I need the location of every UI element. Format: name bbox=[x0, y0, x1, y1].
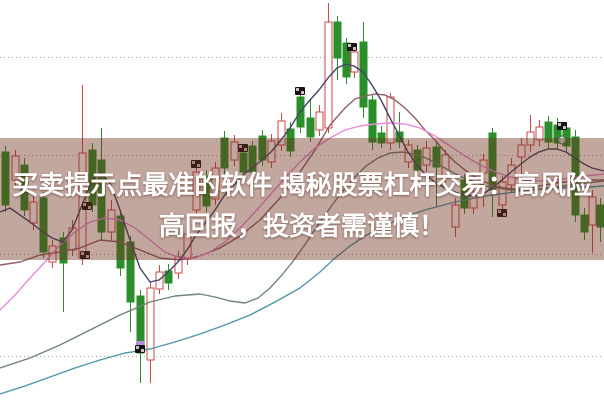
candle-down bbox=[596, 204, 604, 228]
candle-down bbox=[580, 214, 589, 233]
signal-circle-icon bbox=[557, 135, 567, 145]
buy-marker-accent bbox=[136, 341, 144, 346]
marker-dot bbox=[141, 349, 144, 352]
marker-dot bbox=[498, 210, 501, 213]
candle-down bbox=[88, 149, 97, 206]
ma-short-navy bbox=[0, 63, 604, 283]
candle-up bbox=[11, 155, 20, 181]
marker-dot bbox=[239, 145, 242, 148]
candle-up bbox=[29, 201, 38, 224]
marker-dot bbox=[86, 255, 89, 258]
headline-line-2: 高回报，投资者需谨慎！ bbox=[158, 211, 445, 241]
candle-down bbox=[571, 136, 580, 216]
ma-maroon bbox=[0, 93, 604, 266]
candle-down bbox=[333, 21, 342, 59]
marker-dot bbox=[353, 47, 356, 50]
candle-down bbox=[488, 132, 497, 191]
marker-dot bbox=[88, 206, 91, 209]
candle-down bbox=[220, 137, 229, 169]
marker-dot bbox=[558, 123, 561, 126]
marker-dot bbox=[563, 126, 566, 129]
marker-dot bbox=[136, 346, 139, 349]
marker-dot bbox=[301, 91, 304, 94]
headline-banner-overlay: 买卖提示点最准的软件 揭秘股票杠杆交易：高风险 高回报，投资者需谨慎！ bbox=[0, 138, 604, 260]
candle-down bbox=[286, 128, 295, 152]
marker-dot bbox=[348, 44, 351, 47]
ma-mid-graygreen bbox=[0, 151, 604, 369]
candle-down bbox=[359, 41, 368, 108]
candle-down bbox=[239, 152, 248, 173]
marker-dot bbox=[197, 164, 200, 167]
candle-down bbox=[202, 175, 211, 207]
marker-dot bbox=[503, 213, 506, 216]
candle-up bbox=[451, 204, 460, 228]
candle-down bbox=[544, 121, 553, 143]
candle-up bbox=[211, 167, 220, 200]
candle-up bbox=[315, 111, 324, 131]
candle-down bbox=[306, 117, 315, 138]
candle-up bbox=[350, 51, 359, 73]
candle-up bbox=[469, 191, 478, 209]
candle-up bbox=[277, 120, 286, 146]
candle-up bbox=[588, 196, 597, 226]
candle-down bbox=[377, 132, 386, 144]
candle-down bbox=[97, 159, 106, 233]
marker-dot bbox=[244, 148, 247, 151]
candle-up bbox=[192, 171, 201, 211]
marker-dot bbox=[81, 252, 84, 255]
candle-down bbox=[39, 197, 48, 253]
marker-dot bbox=[192, 161, 195, 164]
candle-down bbox=[1, 151, 10, 206]
marker-dot bbox=[83, 203, 86, 206]
candle-up bbox=[526, 131, 535, 146]
headline-line-1: 买卖提示点最准的软件 揭秘股票杠杆交易：高风险 bbox=[12, 170, 592, 200]
candle-down bbox=[20, 164, 29, 211]
candle-down bbox=[248, 145, 257, 173]
candle-up bbox=[535, 126, 544, 141]
candle-down bbox=[432, 146, 441, 168]
ma-magenta bbox=[0, 122, 604, 311]
candle-up bbox=[146, 287, 155, 361]
candle-down bbox=[368, 99, 377, 143]
candle-up bbox=[107, 209, 116, 233]
candle-up bbox=[517, 144, 526, 158]
marker-dot bbox=[296, 88, 299, 91]
candle-down bbox=[342, 42, 351, 78]
